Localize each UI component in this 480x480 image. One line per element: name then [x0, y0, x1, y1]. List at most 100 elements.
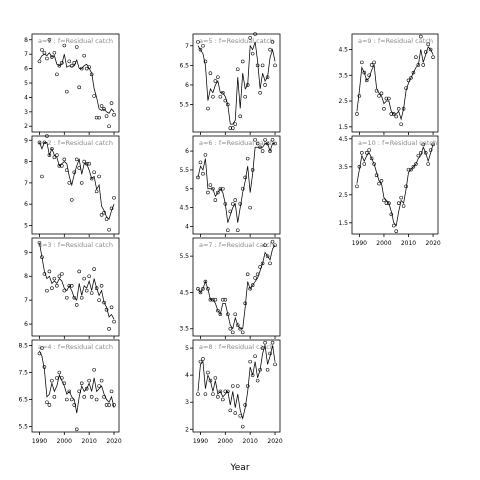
panel-frame: [351, 135, 439, 235]
data-point: [240, 424, 245, 429]
data-point: [65, 89, 69, 94]
panel-title: a=10 : f=Residual catch: [358, 139, 437, 147]
data-point: [404, 184, 408, 189]
data-point: [196, 392, 200, 396]
y-tick-label: 5.5: [18, 424, 28, 431]
data-point: [248, 205, 252, 210]
data-point: [379, 179, 384, 183]
y-tick-label: 9: [24, 137, 28, 144]
data-point: [391, 112, 396, 116]
data-point: [67, 389, 72, 394]
data-point: [406, 78, 411, 83]
data-point: [37, 241, 42, 245]
y-tick-label: 4: [185, 372, 189, 379]
y-tick-label: 2: [24, 123, 28, 130]
panel-7: a=7 : f=Residual catch 3.5 4.5 5.5: [179, 237, 281, 339]
data-point: [213, 376, 218, 380]
data-point: [69, 198, 74, 202]
data-point: [42, 365, 47, 369]
data-point: [102, 107, 106, 111]
data-point: [87, 378, 91, 383]
fitted-line: [39, 350, 115, 414]
data-point: [216, 75, 220, 79]
data-point: [369, 63, 374, 67]
data-point: [77, 269, 82, 274]
panel-6: a=6 : f=Residual catch 4 4.5 5 5.5 6: [179, 135, 281, 237]
data-point: [238, 202, 243, 206]
data-point: [245, 384, 250, 388]
y-tick-label: 1.5: [338, 124, 348, 131]
x-tick-label: 2000: [57, 438, 72, 445]
data-point: [235, 67, 240, 72]
data-point: [37, 351, 42, 356]
data-point: [201, 287, 205, 291]
data-point: [233, 122, 238, 126]
data-point: [273, 243, 277, 248]
x-tick-label: 1990: [352, 240, 367, 247]
data-point: [79, 381, 84, 386]
y-tick-label: 3.5: [179, 326, 189, 333]
data-point: [89, 72, 94, 77]
data-point: [77, 389, 82, 394]
data-point: [401, 107, 406, 111]
data-point: [243, 175, 247, 180]
panel-frame: [192, 339, 281, 433]
data-point: [82, 395, 86, 399]
data-point: [357, 94, 362, 98]
panel-10: a=10 : f=Residual catch 1.5 2.5 3.5 4.5 1990 2…: [338, 135, 441, 247]
panel-5: a=5 : f=Residual catch 5.5 6 6.5 7: [179, 32, 281, 135]
y-tick-label: 4.5: [338, 46, 348, 53]
data-point: [45, 288, 49, 293]
y-tick-label: 4.5: [338, 136, 348, 143]
data-point: [52, 395, 57, 399]
data-point: [265, 254, 270, 258]
data-point: [218, 312, 223, 316]
data-point: [260, 261, 265, 266]
data-point: [206, 190, 210, 195]
data-point: [260, 346, 265, 350]
data-point: [47, 37, 52, 42]
data-point: [253, 32, 257, 36]
data-point: [87, 161, 91, 166]
data-point: [253, 354, 257, 359]
data-point: [364, 78, 369, 83]
data-point: [211, 392, 215, 396]
panel-frame: [192, 135, 281, 235]
data-point: [65, 397, 69, 402]
y-tick-label: 4.5: [179, 289, 189, 296]
data-point: [414, 162, 418, 166]
data-point: [206, 370, 210, 375]
data-point: [218, 94, 223, 99]
data-point: [97, 174, 101, 179]
data-point: [196, 287, 200, 291]
data-point: [72, 295, 77, 300]
data-point: [253, 276, 257, 280]
data-point: [377, 94, 381, 98]
fitted-line: [197, 143, 276, 223]
y-tick-label: 8: [24, 159, 28, 166]
data-point: [238, 326, 243, 331]
data-point: [409, 76, 413, 80]
data-point: [67, 59, 72, 64]
data-point: [414, 55, 418, 59]
data-point: [40, 346, 44, 350]
y-tick-label: 5.5: [179, 167, 189, 174]
y-tick-label: 6: [185, 148, 189, 155]
panel-1: a=1 : f=Residual catch 2 3 4 5 6 7 8: [24, 33, 120, 135]
data-point: [47, 153, 52, 157]
data-point: [92, 267, 96, 271]
y-tick-label: 8: [24, 273, 28, 280]
data-point: [55, 284, 59, 288]
data-point: [221, 91, 225, 95]
data-point: [60, 272, 64, 276]
data-point: [360, 151, 364, 155]
data-point: [42, 50, 47, 55]
data-point: [382, 198, 386, 203]
data-point: [394, 229, 399, 233]
data-point: [243, 94, 247, 99]
data-point: [416, 63, 421, 67]
data-point: [109, 389, 114, 394]
data-point: [94, 115, 99, 120]
data-point: [218, 186, 223, 191]
